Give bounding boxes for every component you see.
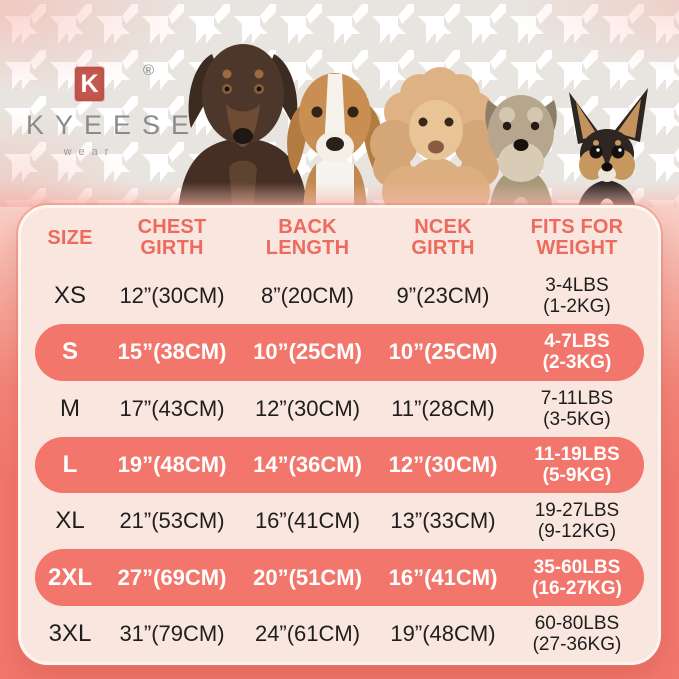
table-row-s: S 15”(38CM) 10”(25CM) 10”(25CM) 4-7LBS (2… — [35, 324, 644, 381]
weight-value: 19-27LBS (9-12KG) — [534, 500, 620, 543]
brand-logo-mark: K — [75, 67, 104, 101]
back-value: 24”(61CM) — [254, 620, 361, 646]
weight-value: 11-19LBS (5-9KG) — [534, 443, 620, 486]
table-row-l: L 19”(48CM) 14”(36CM) 12”(30CM) 11-19LBS… — [35, 436, 644, 494]
chest-value: 15”(38CM) — [117, 339, 227, 365]
table-row-xs: XS 12”(30CM) 8”(20CM) 9”(23CM) 3-4LBS (1-… — [21, 268, 658, 324]
hero-banner: K ® KYEESE wear — [0, 0, 679, 212]
neck-value: 12”(30CM) — [388, 451, 498, 477]
back-value: 14”(36CM) — [253, 451, 362, 477]
weight-value: 4-7LBS (2-3KG) — [542, 331, 612, 374]
weight-value: 60-80LBS (27-36KG) — [532, 612, 622, 655]
table-row-2xl: 2XL 27”(69CM) 20”(51CM) 16”(41CM) 35-60L… — [35, 549, 644, 606]
header-chest-girth: CHEST GIRTH — [137, 216, 207, 259]
neck-value: 9”(23CM) — [396, 283, 490, 309]
brand-name: KYEESE — [26, 110, 201, 140]
size-label: XL — [55, 507, 85, 535]
header-size: SIZE — [47, 226, 93, 249]
size-label: S — [62, 338, 79, 366]
table-row-3xl: 3XL 31”(79CM) 24”(61CM) 19”(48CM) 60-80L… — [21, 606, 658, 662]
weight-value: 3-4LBS (1-2KG) — [543, 275, 611, 318]
header-fits-for-weight: FITS FOR WEIGHT — [530, 216, 624, 259]
size-label: XS — [54, 282, 87, 310]
table-header-row: SIZE CHEST GIRTH BACK LENGTH NCEK GIRTH FIT… — [21, 208, 658, 268]
chest-value: 12”(30CM) — [119, 283, 225, 309]
table-body: XS 12”(30CM) 8”(20CM) 9”(23CM) 3-4LBS (1-… — [21, 268, 658, 662]
brand-logo: K ® KYEESE wear — [15, 60, 201, 158]
table-row-m: M 17”(43CM) 12”(30CM) 11”(28CM) 7-11LBS(… — [21, 381, 658, 437]
neck-value: 11”(28CM) — [391, 395, 495, 421]
registered-trademark-symbol: ® — [143, 62, 155, 79]
back-value: 20”(51CM) — [253, 564, 362, 590]
size-label: L — [62, 450, 78, 478]
dog-schnauzer — [485, 95, 557, 212]
back-value: 16”(41CM) — [254, 508, 361, 534]
back-value: 10”(25CM) — [253, 339, 362, 365]
neck-value: 19”(48CM) — [390, 620, 496, 646]
back-value: 12”(30CM) — [254, 395, 361, 421]
chest-value: 31”(79CM) — [119, 620, 225, 646]
back-value: 8”(20CM) — [261, 283, 354, 309]
chest-value: 17”(43CM) — [119, 395, 225, 421]
size-label: M — [60, 394, 81, 422]
header-back-length: BACK LENGTH — [265, 216, 350, 259]
neck-value: 16”(41CM) — [388, 564, 498, 590]
neck-value: 10”(25CM) — [388, 339, 498, 365]
weight-value: 7-11LBS (3-5KG) — [540, 387, 614, 430]
header-neck-girth: NCEK GIRTH — [411, 216, 475, 259]
size-label: 2XL — [48, 563, 93, 591]
chest-value: 27”(69CM) — [117, 564, 227, 590]
chest-value: 19”(48CM) — [117, 451, 227, 477]
table-row-xl: XL 21”(53CM) 16”(41CM) 13”(33CM) 19-27LB… — [21, 493, 658, 549]
brand-tagline: wear — [63, 146, 116, 158]
weight-value: 35-60LBS (16-27KG) — [532, 556, 622, 599]
size-label: 3XL — [48, 619, 92, 647]
neck-value: 13”(33CM) — [390, 508, 496, 534]
chest-value: 21”(53CM) — [119, 508, 225, 534]
size-table-card: SIZE CHEST GIRTH BACK LENGTH NCEK GIRTH FIT… — [18, 205, 661, 665]
